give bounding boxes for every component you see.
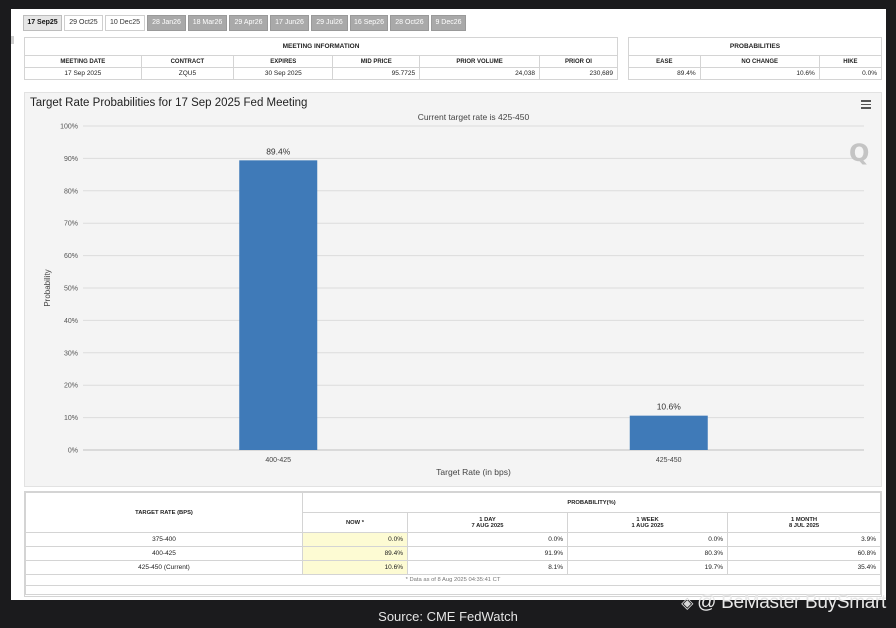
col-now: NOW *	[302, 512, 408, 533]
tab-meeting-9[interactable]: 28 Oct26	[390, 15, 429, 31]
x-tick-label: 400-425	[265, 457, 291, 464]
probability-cell: 19.7%	[567, 560, 729, 575]
tab-meeting-6[interactable]: 17 Jun26	[270, 15, 309, 31]
col-ease: EASE	[628, 55, 701, 68]
y-tick-label: 10%	[64, 415, 78, 422]
data-label: 10.6%	[657, 402, 682, 412]
col-1-day: 1 DAY 7 AUG 2025	[406, 512, 569, 533]
y-tick-label: 90%	[64, 156, 78, 163]
probability-cell: 80.3%	[567, 546, 729, 561]
tab-meeting-1[interactable]: 29 Oct25	[64, 15, 103, 31]
hike-value: 0.0%	[818, 67, 883, 80]
probability-group-header: PROBABILITY(%)	[302, 492, 881, 513]
target-rate-cell: 425-450 (Current)	[25, 560, 303, 575]
y-tick-label: 50%	[64, 286, 78, 293]
col-prior-volume: PRIOR VOLUME	[419, 55, 540, 68]
col-1-week: 1 WEEK 1 AUG 2025	[567, 512, 729, 533]
col-expires: EXPIRES	[233, 55, 334, 68]
bar-400-425	[239, 160, 318, 450]
bar-425-450	[629, 415, 708, 450]
probability-cell: 3.9%	[727, 532, 881, 547]
probabilities-table: PROBABILITIES EASE NO CHANGE HIKE 89.4% …	[628, 37, 883, 80]
y-tick-label: 60%	[64, 253, 78, 260]
col-prior-oi: PRIOR OI	[538, 55, 619, 68]
table-row: 425-450 (Current) 10.6% 8.1% 19.7% 35.4%	[25, 560, 881, 575]
col-no-change: NO CHANGE	[699, 55, 820, 68]
chart-panel: Target Rate Probabilities for 17 Sep 202…	[24, 92, 882, 487]
data-label: 89.4%	[266, 146, 291, 156]
watermark-text: @ BeMaster BuySmart	[697, 592, 886, 613]
probability-cell: 8.1%	[406, 560, 569, 575]
col-mid-price: MID PRICE	[332, 55, 421, 68]
probability-history-table-wrap: TARGET RATE (BPS) PROBABILITY(%) NOW * 1…	[24, 491, 882, 597]
probabilities-caption: PROBABILITIES	[628, 37, 882, 56]
y-tick-label: 100%	[60, 124, 78, 131]
meeting-information-table: MEETING INFORMATION MEETING DATE CONTRAC…	[24, 37, 619, 80]
chart-title: Target Rate Probabilities for 17 Sep 202…	[30, 97, 307, 109]
tab-meeting-10[interactable]: 9 Dec26	[431, 15, 466, 31]
binance-diamond-icon: ◈	[681, 595, 694, 612]
y-axis-label: Probability	[43, 269, 52, 306]
source-caption: Source: CME FedWatch	[378, 609, 518, 624]
tab-meeting-3[interactable]: 28 Jan26	[147, 15, 186, 31]
prior-oi-value: 230,689	[538, 67, 619, 80]
probability-cell: 10.6%	[302, 560, 408, 575]
probability-history-table: TARGET RATE (BPS) PROBABILITY(%) NOW * 1…	[25, 492, 881, 595]
meeting-date-value: 17 Sep 2025	[24, 67, 142, 80]
chart-menu-icon[interactable]	[861, 100, 871, 109]
tab-meeting-7[interactable]: 29 Jul26	[311, 15, 348, 31]
tab-meeting-2[interactable]: 10 Dec25	[105, 15, 145, 31]
x-tick-label: 425-450	[656, 457, 682, 464]
truncated-footer-row	[25, 585, 881, 595]
expires-value: 30 Sep 2025	[233, 67, 334, 80]
tab-meeting-0[interactable]: 17 Sep25	[23, 15, 62, 31]
target-rate-cell: 375-400	[25, 532, 303, 547]
col-target-rate: TARGET RATE (BPS)	[25, 492, 303, 533]
col-1-month: 1 MONTH 8 JUL 2025	[727, 512, 881, 533]
data-timestamp-note: * Data as of 8 Aug 2025 04:35:41 CT	[25, 574, 881, 586]
probability-cell: 89.4%	[302, 546, 408, 561]
x-axis-label: Target Rate (in bps)	[436, 467, 511, 477]
side-scroll-handle[interactable]	[11, 36, 14, 44]
probability-cell: 0.0%	[567, 532, 729, 547]
y-tick-label: 40%	[64, 318, 78, 325]
y-tick-label: 80%	[64, 188, 78, 195]
quikstrike-logo-icon: Q	[849, 139, 870, 167]
mid-price-value: 95.7725	[332, 67, 421, 80]
no-change-value: 10.6%	[699, 67, 820, 80]
table-row: 400-425 89.4% 91.9% 80.3% 60.8%	[25, 546, 881, 561]
col-contract: CONTRACT	[140, 55, 235, 68]
probability-cell: 91.9%	[406, 546, 569, 561]
meeting-information-caption: MEETING INFORMATION	[24, 37, 618, 56]
y-tick-label: 20%	[64, 383, 78, 390]
prior-volume-value: 24,038	[419, 67, 540, 80]
target-rate-cell: 400-425	[25, 546, 303, 561]
table-row: 375-400 0.0% 0.0% 0.0% 3.9%	[25, 532, 881, 547]
probability-cell: 0.0%	[302, 532, 408, 547]
probability-cell: 0.0%	[406, 532, 569, 547]
tab-meeting-8[interactable]: 16 Sep26	[350, 15, 388, 31]
y-tick-label: 30%	[64, 350, 78, 357]
tab-meeting-4[interactable]: 18 Mar26	[188, 15, 227, 31]
y-tick-label: 70%	[64, 221, 78, 228]
col-hike: HIKE	[818, 55, 883, 68]
col-meeting-date: MEETING DATE	[24, 55, 142, 68]
ease-value: 89.4%	[628, 67, 701, 80]
watermark: ◈ @ BeMaster BuySmart	[681, 592, 886, 614]
tab-meeting-5[interactable]: 29 Apr26	[229, 15, 268, 31]
probability-cell: 60.8%	[727, 546, 881, 561]
probability-cell: 35.4%	[727, 560, 881, 575]
y-tick-label: 0%	[68, 448, 78, 455]
fedwatch-panel: 17 Sep25 29 Oct25 10 Dec25 28 Jan26 18 Mar26…	[11, 9, 886, 600]
chart-subtitle: Current target rate is 425-450	[418, 112, 530, 122]
target-rate-chart: Target Rate Probabilities for 17 Sep 202…	[30, 97, 864, 477]
contract-value: ZQU5	[140, 67, 235, 80]
